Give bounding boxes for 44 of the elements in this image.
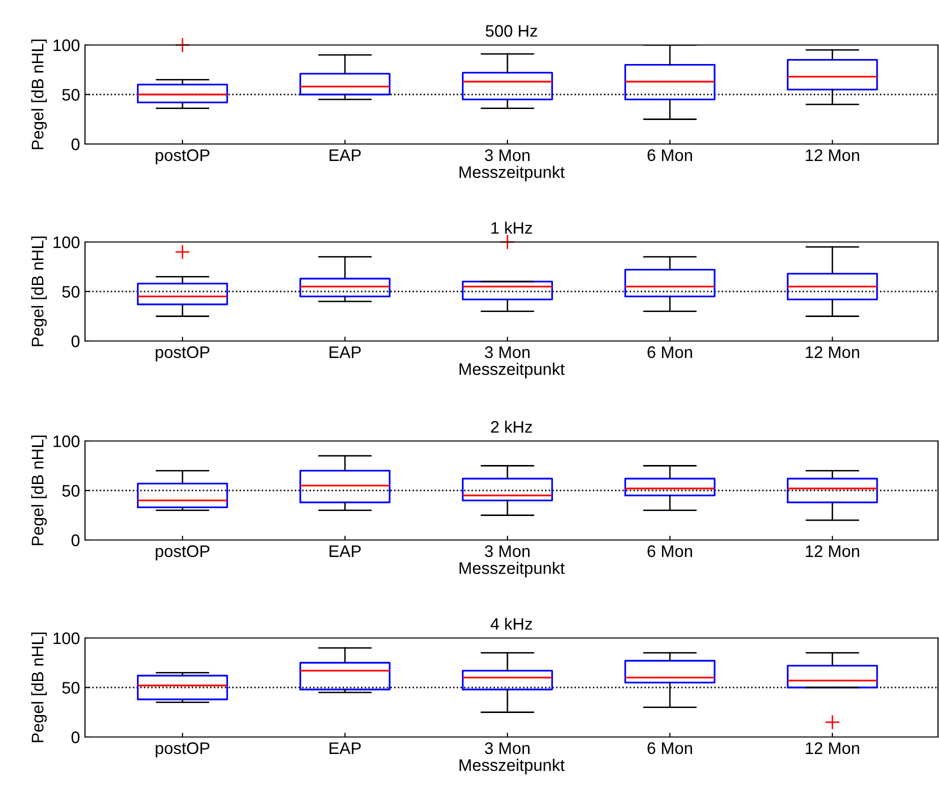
x-tick-label: 3 Mon <box>484 742 530 754</box>
y-tick-label: 100 <box>54 236 80 248</box>
x-tick-label: 3 Mon <box>484 545 530 558</box>
y-tick-label: 50 <box>62 682 80 694</box>
x-tick-label: 6 Mon <box>648 742 692 754</box>
x-tick-label: 6 Mon <box>648 346 692 358</box>
y-tick-label: 50 <box>62 286 80 298</box>
x-tick-label: 12 Mon <box>806 149 860 162</box>
y-tick-label: 0 <box>72 731 80 744</box>
y-tick-label: 50 <box>62 88 80 101</box>
x-tick-label: EAP <box>330 346 361 358</box>
x-tick-label: EAP <box>330 742 361 754</box>
y-axis-title: Pegel [dB nHL] <box>31 632 47 742</box>
x-axis-title: Messzeitpunkt <box>460 758 565 774</box>
x-tick-label: postOP <box>156 545 210 560</box>
x-tick-label: EAP <box>330 149 361 161</box>
x-tick-label: 3 Mon <box>484 149 530 162</box>
chart-title: 1 kHz <box>491 222 532 234</box>
y-axis-title: Pegel [dB nHL] <box>31 236 47 346</box>
x-tick-label: 3 Mon <box>484 346 530 358</box>
y-axis-title: Pegel [dB nHL] <box>31 40 47 150</box>
x-axis-title: Messzeitpunkt <box>460 166 565 182</box>
x-axis-title: Messzeitpunkt <box>460 562 565 578</box>
y-tick-label: 100 <box>54 632 80 644</box>
y-tick-label: 0 <box>72 534 80 546</box>
chart-title: 500 Hz <box>486 25 538 37</box>
x-tick-label: 12 Mon <box>806 742 860 754</box>
y-tick-label: 50 <box>62 484 80 497</box>
x-axis-title: Messzeitpunkt <box>460 362 565 378</box>
x-tick-label: 6 Mon <box>648 149 692 162</box>
x-tick-label: postOP <box>156 346 210 362</box>
x-tick-label: postOP <box>156 742 210 758</box>
chart-title: 2 kHz <box>491 420 532 433</box>
y-tick-label: 0 <box>72 138 80 150</box>
y-axis-title: Pegel [dB nHL] <box>31 436 47 546</box>
x-tick-label: EAP <box>330 545 361 557</box>
chart-title: 4 kHz <box>490 618 532 630</box>
x-tick-label: 12 Mon <box>806 346 860 358</box>
y-tick-label: 0 <box>72 335 80 348</box>
x-tick-label: 12 Mon <box>806 545 860 558</box>
x-tick-label: 6 Mon <box>648 545 692 558</box>
y-tick-label: 100 <box>54 39 80 52</box>
x-tick-label: postOP <box>156 149 210 164</box>
y-tick-label: 100 <box>54 435 80 448</box>
